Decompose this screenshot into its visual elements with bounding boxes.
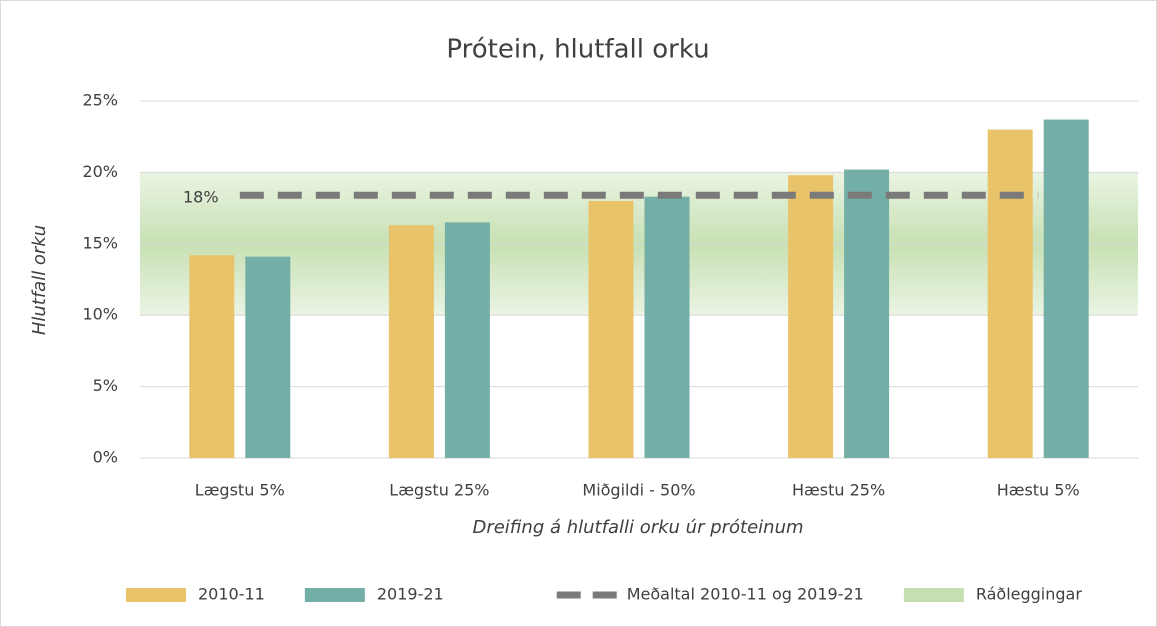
bar — [844, 169, 890, 458]
y-tick-label: 25% — [82, 91, 118, 110]
legend-swatch — [126, 588, 186, 602]
y-axis-label: Hlutfall orku — [29, 225, 50, 335]
y-tick-label: 20% — [82, 162, 118, 181]
bar — [444, 222, 490, 458]
legend-label: Meðaltal 2010-11 og 2019-21 — [627, 585, 864, 604]
bar — [1043, 119, 1089, 459]
x-tick-label: Miðgildi - 50% — [582, 481, 695, 500]
x-axis-label: Dreifing á hlutfalli orku úr próteinum — [472, 517, 803, 538]
y-tick-label: 0% — [93, 448, 118, 467]
legend-label: 2019-21 — [377, 585, 444, 604]
bar — [588, 200, 634, 458]
x-tick-label: Lægstu 25% — [389, 481, 489, 500]
bar — [788, 175, 834, 459]
x-tick-label: Lægstu 5% — [195, 481, 285, 500]
y-tick-label: 15% — [82, 233, 118, 252]
bar — [987, 129, 1033, 458]
legend-swatch — [304, 588, 365, 602]
y-tick-label: 10% — [82, 305, 118, 324]
legend-swatch — [903, 588, 964, 602]
bar — [388, 225, 434, 458]
y-tick-label: 5% — [93, 376, 118, 395]
bar — [245, 256, 291, 458]
bar — [189, 255, 235, 458]
bar — [644, 196, 690, 458]
legend-label: Ráðleggingar — [976, 585, 1083, 604]
chart-title: Prótein, hlutfall orku — [446, 35, 709, 65]
legend-label: 2010-11 — [198, 585, 265, 604]
x-tick-label: Hæstu 5% — [997, 481, 1080, 500]
reference-label: 18% — [183, 188, 219, 207]
x-tick-label: Hæstu 25% — [792, 481, 885, 500]
